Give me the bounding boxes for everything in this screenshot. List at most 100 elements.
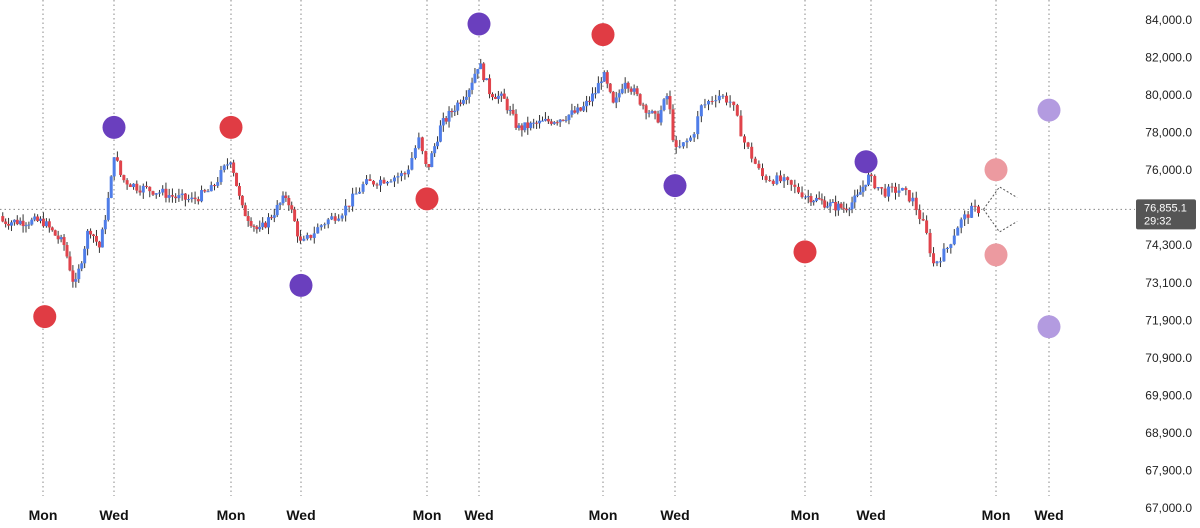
candle-body [403, 173, 407, 175]
candle-body [302, 238, 306, 241]
pivot-low-marker [793, 240, 817, 264]
candle-body [590, 93, 594, 102]
pivot-low-marker [219, 115, 243, 139]
candle-body [209, 185, 213, 192]
candle-body [650, 111, 654, 113]
candle-body [488, 78, 492, 95]
candle-body [92, 234, 96, 236]
candle-body [80, 263, 84, 269]
candle-body [496, 95, 500, 99]
candle-body [499, 93, 503, 96]
candle-body [135, 183, 139, 191]
candle-body [441, 118, 445, 126]
candle-body [949, 244, 953, 248]
candle-body [493, 96, 497, 99]
candle-body [681, 142, 685, 147]
candle-body [831, 201, 835, 203]
candle-body [887, 186, 891, 197]
candle-body [703, 104, 707, 106]
forecast-marker [1037, 98, 1061, 122]
candle-body [689, 137, 693, 141]
candle-body [326, 219, 330, 225]
candle-body [786, 177, 790, 181]
candle-body [444, 118, 448, 122]
candle-body [538, 120, 542, 124]
forecast-path [983, 209, 1018, 233]
candle-body [532, 122, 536, 124]
candle-body [36, 216, 40, 221]
candle-body [44, 221, 48, 227]
candle-body [145, 185, 149, 187]
candle-body [284, 195, 288, 198]
candle-body [53, 230, 57, 236]
candle-body [305, 234, 309, 239]
candle-body [319, 225, 323, 228]
candle-body [375, 184, 379, 186]
candle-body [782, 177, 786, 182]
candle-body [97, 241, 101, 248]
candle-body [125, 180, 129, 185]
candle-body [732, 101, 736, 106]
candle-body [617, 93, 621, 98]
candle-body [900, 187, 904, 191]
candle-body [721, 95, 725, 97]
candle-body [219, 170, 223, 183]
candle-body [526, 122, 530, 129]
candle-body [413, 148, 417, 159]
candle-body [436, 141, 440, 147]
candle-body [287, 197, 291, 206]
candle-body [806, 196, 810, 198]
candle-body [490, 94, 494, 97]
candle-body [420, 137, 424, 152]
candle-body [520, 125, 524, 131]
candle-body [482, 63, 486, 81]
candle-body [225, 164, 229, 166]
candle-body [351, 193, 355, 207]
candle-body [692, 134, 696, 138]
candle-body [281, 195, 285, 204]
candle-body [977, 206, 980, 214]
price-tick-label: 84,000.0 [1145, 13, 1192, 27]
candle-body [861, 186, 865, 193]
candle-body [461, 99, 465, 104]
price-tick-label: 70,900.0 [1145, 351, 1192, 365]
candle-body [275, 204, 279, 216]
candle-countdown: 29:32 [1144, 215, 1172, 227]
candle-body [543, 118, 547, 121]
time-tick-label: Mon [413, 507, 442, 523]
candle-body [662, 99, 666, 111]
candle-body [358, 191, 362, 194]
candle-body [558, 119, 562, 123]
candle-body [417, 137, 421, 149]
candle-body [956, 227, 960, 236]
candle-body [778, 175, 782, 182]
price-tick-label: 69,900.0 [1145, 388, 1192, 402]
candle-body [890, 186, 894, 188]
forecast-paths [983, 186, 1018, 233]
candle-body [39, 218, 43, 221]
candle-body [372, 180, 376, 185]
candle-body [789, 180, 793, 185]
candle-body [593, 93, 597, 95]
candle-body [115, 157, 119, 161]
candle-body [18, 220, 22, 225]
candle-body [379, 179, 383, 186]
candle-body [746, 142, 750, 147]
candle-body [696, 116, 700, 135]
time-tick-label: Mon [29, 507, 58, 523]
candle-body [823, 200, 827, 208]
price-tick-label: 67,900.0 [1145, 463, 1192, 477]
pivot-high-marker [663, 174, 687, 198]
candle-body [579, 107, 583, 111]
candle-body [167, 195, 171, 198]
candle-body [94, 235, 98, 242]
candle-body [109, 176, 113, 198]
price-tick-label: 67,000.0 [1145, 501, 1192, 515]
candle-body [928, 232, 932, 254]
candlesticks [1, 58, 980, 288]
candle-body [728, 101, 732, 103]
candle-body [952, 235, 956, 245]
forecast-marker [984, 243, 1008, 267]
candle-body [549, 121, 553, 124]
